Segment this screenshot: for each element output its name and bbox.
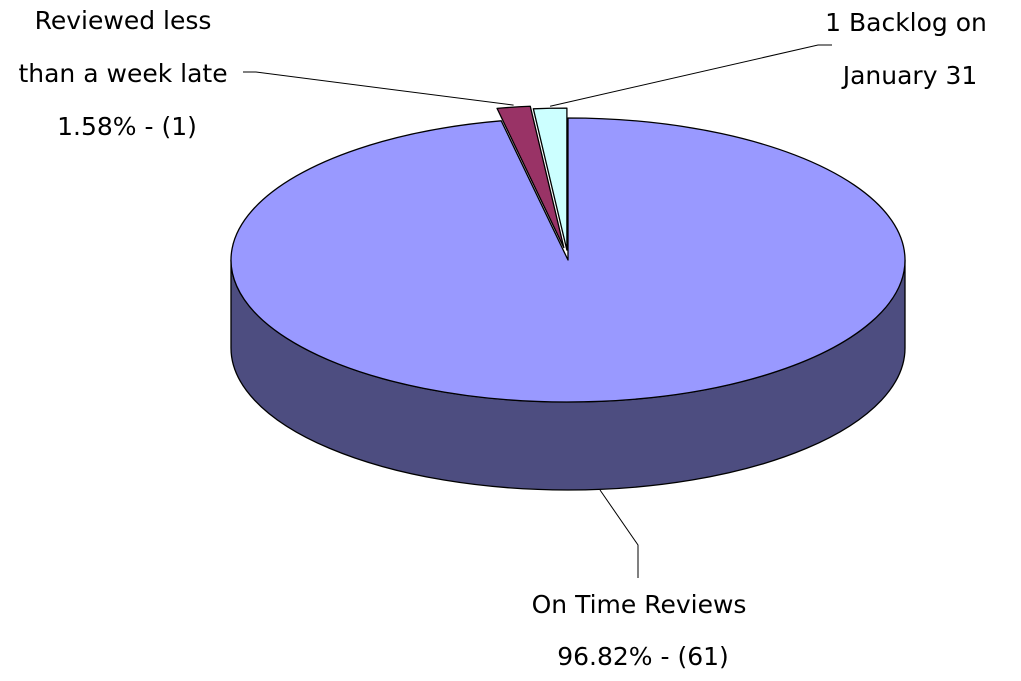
slice-top-0 bbox=[230, 117, 906, 403]
on-time-label-line-2: 96.82% - (61) bbox=[557, 642, 729, 671]
leader-lines bbox=[243, 44, 832, 578]
leader-line-backlog bbox=[549, 44, 832, 107]
slice-top-2 bbox=[532, 107, 568, 251]
slice-label-backlog: 1 Backlog on January 31 bbox=[825, 8, 995, 90]
slice-label-late: Reviewed less than a week late 1.58% - (… bbox=[18, 6, 235, 141]
backlog-label-line-1: 1 Backlog on bbox=[825, 8, 987, 37]
slice-label-on-time: On Time Reviews 96.82% - (61) bbox=[532, 590, 755, 671]
on-time-label-line-1: On Time Reviews bbox=[532, 590, 747, 619]
pie-slices bbox=[230, 105, 906, 491]
late-label-line-3: 1.58% - (1) bbox=[57, 112, 197, 141]
late-label-line-2: than a week late bbox=[18, 59, 227, 88]
backlog-label-line-2: January 31 bbox=[841, 61, 978, 90]
slice-top-1 bbox=[496, 105, 565, 249]
leader-line-on-time bbox=[599, 489, 639, 578]
leader-line-late bbox=[243, 71, 514, 106]
late-label-line-1: Reviewed less bbox=[35, 6, 212, 35]
